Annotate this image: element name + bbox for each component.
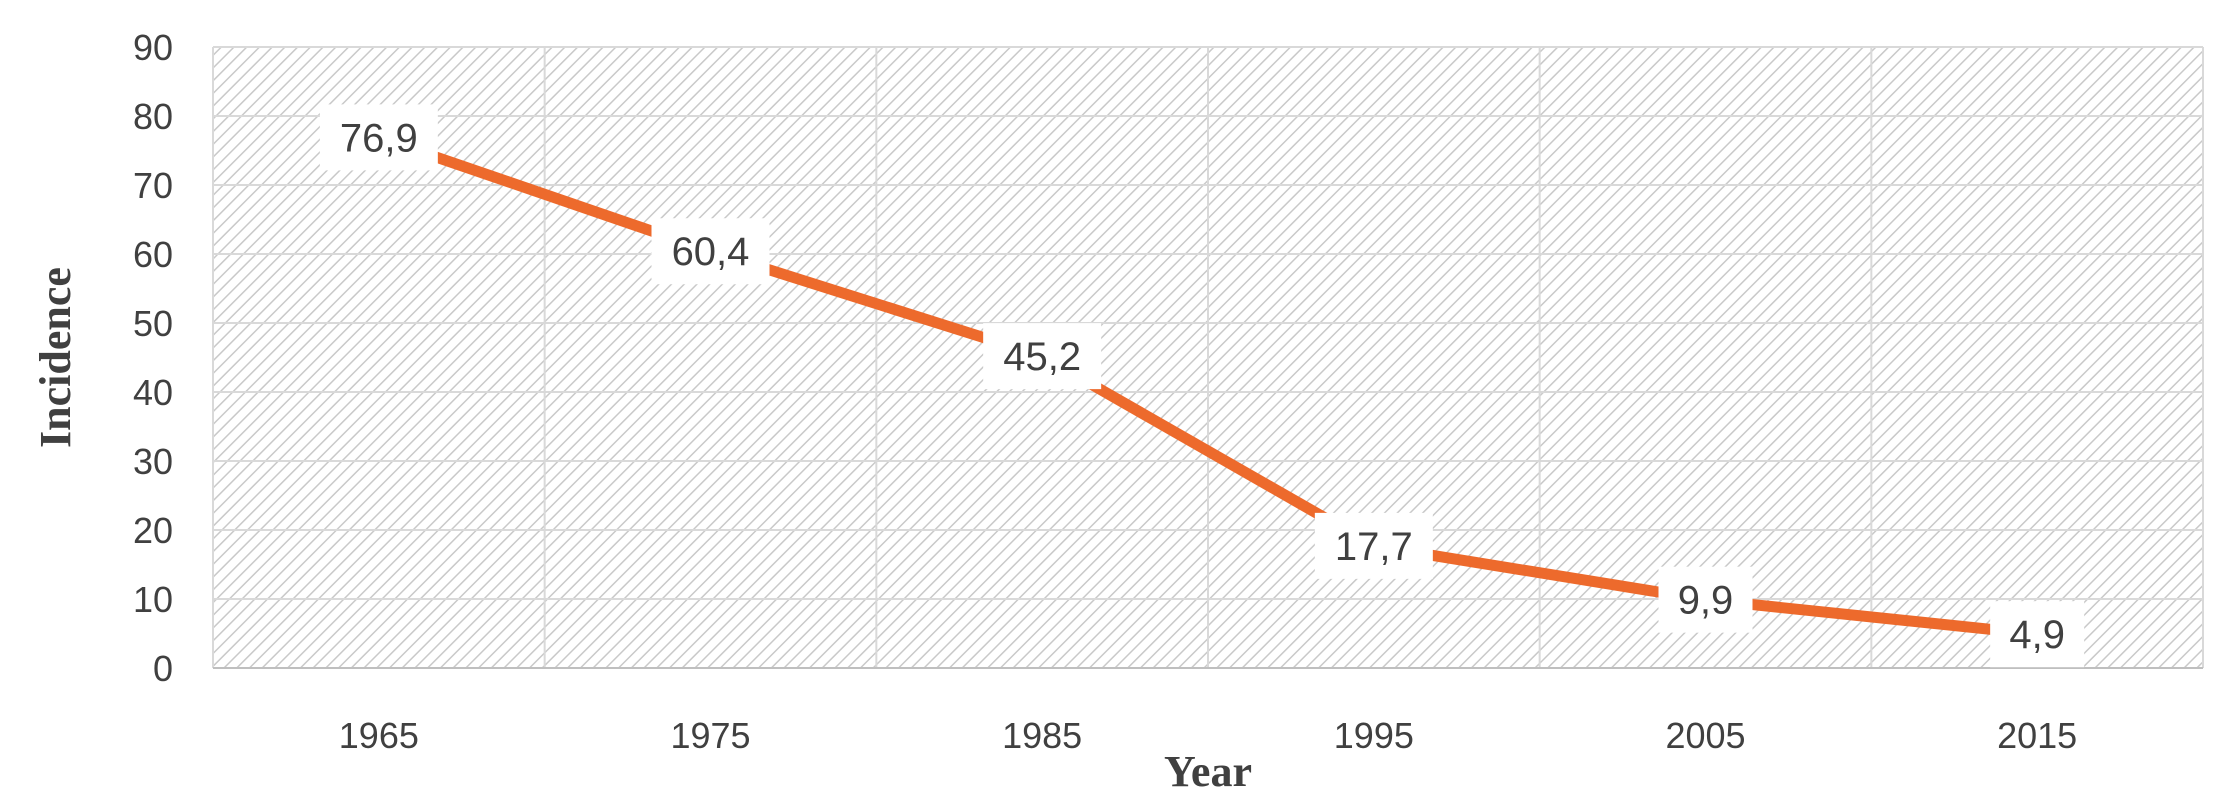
data-label: 4,9 [1990,601,2085,668]
y-axis-ticks: 0 10 20 30 40 50 60 70 80 90 [133,27,173,689]
x-tick-label: 1985 [1002,715,1082,756]
data-label-background [1658,566,1753,633]
x-tick-label: 1995 [1334,715,1414,756]
y-tick-label: 90 [133,27,173,68]
y-axis-title: Incidence [31,267,80,448]
x-axis-title: Year [1164,747,1252,796]
data-label-background [651,218,770,285]
x-tick-label: 2015 [1997,715,2077,756]
data-label-text: 76,9 [340,116,418,160]
y-tick-label: 30 [133,441,173,482]
data-label-background [1314,512,1433,579]
x-tick-label: 1965 [339,715,419,756]
y-tick-label: 80 [133,96,173,137]
data-label-background [319,104,438,171]
data-label: 9,9 [1658,566,1753,633]
y-tick-label: 50 [133,303,173,344]
y-tick-label: 70 [133,165,173,206]
y-tick-label: 0 [153,648,173,689]
x-axis-ticks: 1965 1975 1985 1995 2005 2015 [339,715,2077,756]
data-label: 76,9 [319,104,438,171]
data-label-background [1990,601,2085,668]
data-label-text: 9,9 [1678,579,1734,623]
data-label: 45,2 [983,323,1102,390]
x-tick-label: 2005 [1665,715,1745,756]
data-label-background [983,323,1102,390]
data-label-text: 60,4 [672,230,750,274]
y-tick-label: 20 [133,510,173,551]
y-tick-label: 60 [133,234,173,275]
y-tick-label: 40 [133,372,173,413]
data-label-text: 45,2 [1003,335,1081,379]
data-labels: 76,9 60,4 45,2 17,7 9,9 4,9 [319,104,2085,668]
gridlines [212,46,2204,669]
x-tick-label: 1975 [670,715,750,756]
y-tick-label: 10 [133,579,173,620]
data-label-text: 4,9 [2009,613,2065,657]
data-label: 60,4 [651,218,770,285]
data-label: 17,7 [1314,512,1433,579]
data-label-text: 17,7 [1335,525,1413,569]
